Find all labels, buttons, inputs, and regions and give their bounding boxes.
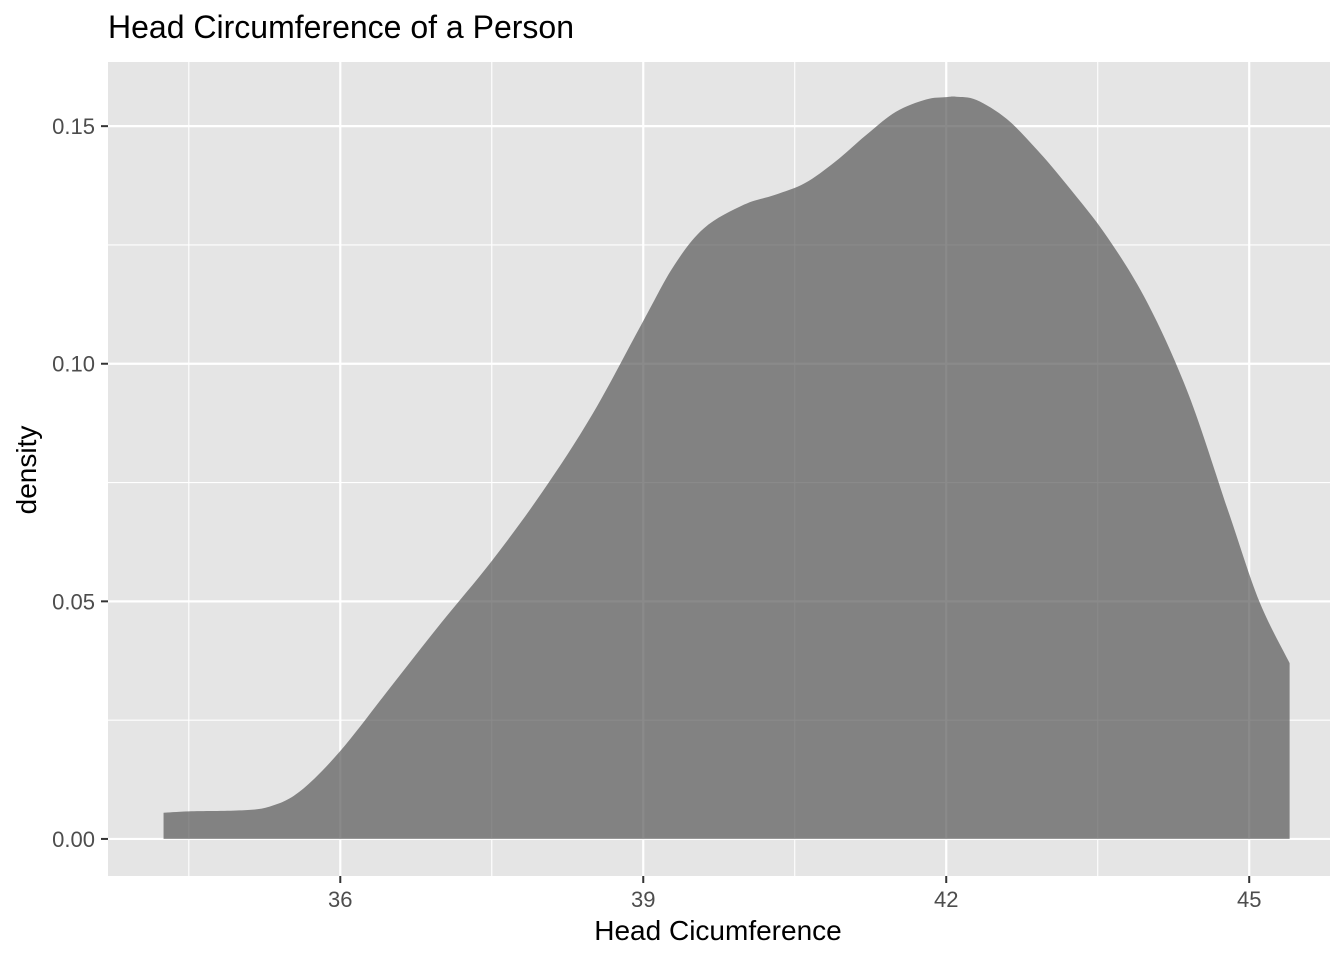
density-area xyxy=(163,96,1290,839)
y-tick-label: 0.05 xyxy=(52,589,95,614)
x-tick-label: 42 xyxy=(934,887,958,912)
x-tick-label: 39 xyxy=(631,887,655,912)
x-tick-label: 45 xyxy=(1237,887,1261,912)
y-tick-label: 0.15 xyxy=(52,114,95,139)
x-axis-title: Head Cicumference xyxy=(594,915,841,946)
y-tick-label: 0.00 xyxy=(52,827,95,852)
x-tick-label: 36 xyxy=(328,887,352,912)
x-axis: 36 39 42 45 xyxy=(328,876,1261,912)
y-axis-title: density xyxy=(11,426,42,515)
y-tick-label: 0.10 xyxy=(52,352,95,377)
chart-title: Head Circumference of a Person xyxy=(108,9,574,45)
y-axis: 0.00 0.05 0.10 0.15 xyxy=(52,114,108,852)
